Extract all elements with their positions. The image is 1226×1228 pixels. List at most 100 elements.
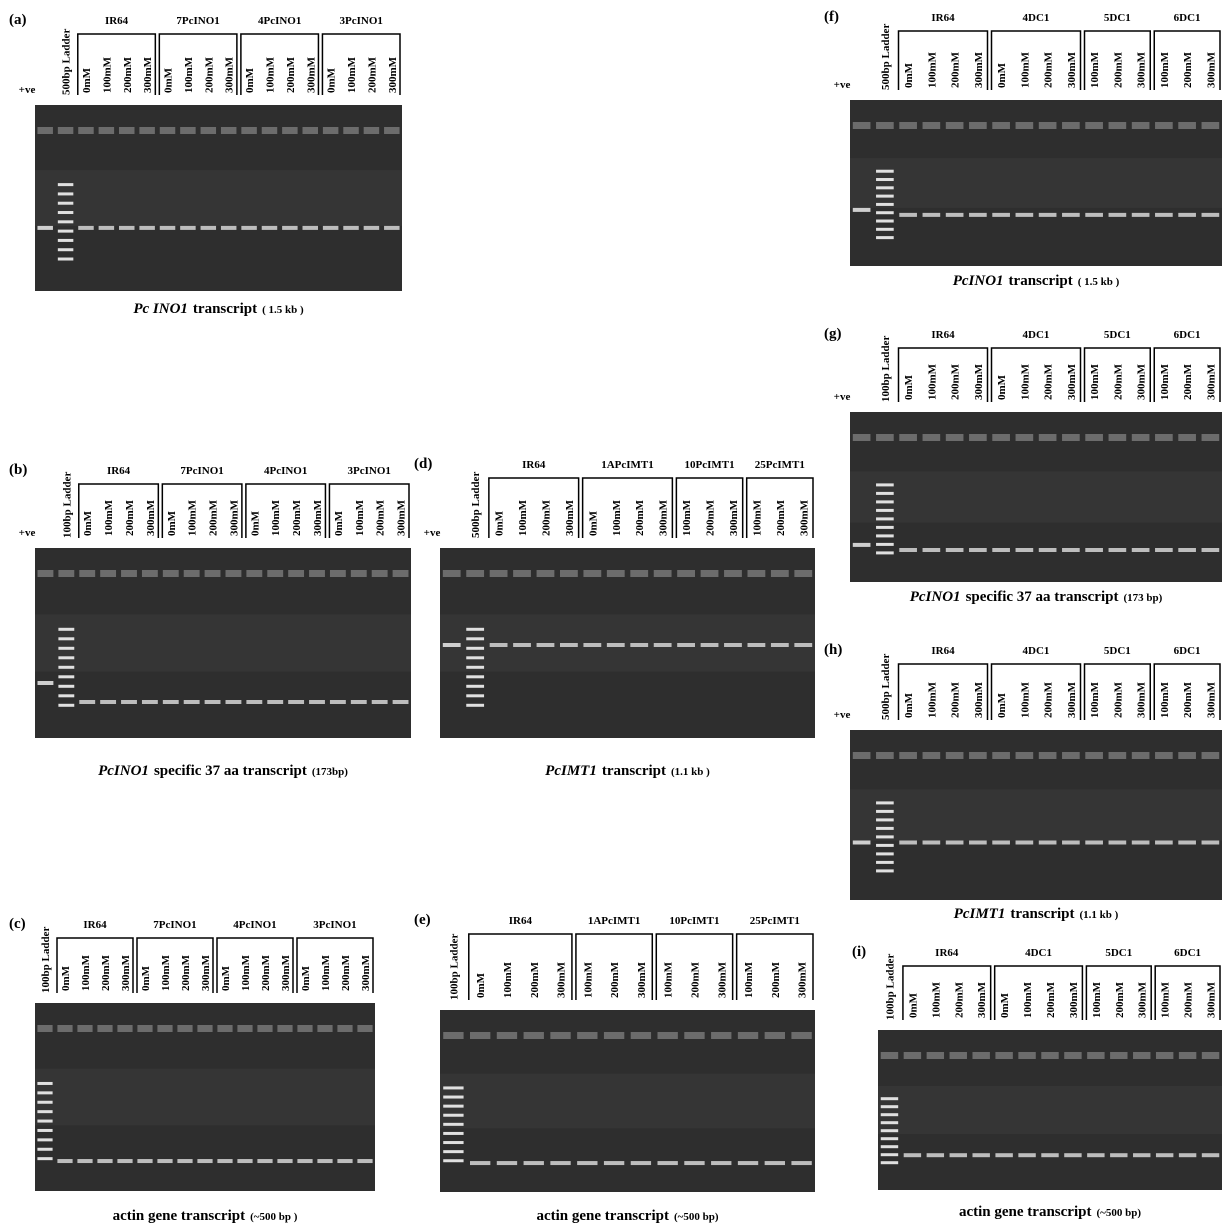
well <box>37 127 52 134</box>
well <box>1179 1052 1196 1059</box>
lane-label: 300mM <box>1205 363 1217 400</box>
band <box>738 1161 758 1165</box>
group-label: IR64 <box>935 947 959 959</box>
band <box>241 226 256 230</box>
group-label: 4DC1 <box>1023 329 1050 341</box>
band <box>351 700 367 704</box>
lane-label: 300mM <box>224 56 236 93</box>
group-label: 4PcINO1 <box>264 465 307 477</box>
well <box>37 1025 52 1032</box>
band <box>577 1161 597 1165</box>
ladder-band <box>443 1086 463 1089</box>
panel: (d)+ve500bp Ladder0mM100mM200mM300mMIR64… <box>414 456 815 779</box>
well <box>470 1032 490 1039</box>
caption-text: actin gene transcript <box>113 1208 245 1224</box>
group-label: IR64 <box>931 329 955 341</box>
well <box>904 1052 921 1059</box>
well <box>550 1032 570 1039</box>
band <box>257 1159 272 1163</box>
caption-size: (1.1 kb ) <box>1080 909 1119 921</box>
lane-label: 100mM <box>751 499 763 536</box>
well <box>163 570 179 577</box>
band <box>631 1161 651 1165</box>
lane-label: 0mM <box>903 374 915 400</box>
well <box>1178 122 1196 129</box>
lane-label: 200mM <box>291 499 303 536</box>
lane-label: 300mM <box>973 363 985 400</box>
band <box>262 226 277 230</box>
ladder-band <box>58 202 73 205</box>
ladder-band <box>881 1105 898 1108</box>
well <box>267 570 283 577</box>
lane-label: 100mM <box>1089 51 1101 88</box>
lane-label: 100mM <box>582 961 594 998</box>
lane-label: 300mM <box>564 499 576 536</box>
caption-text: actin gene transcript <box>959 1204 1091 1220</box>
well <box>1109 752 1127 759</box>
lane-label: 300mM <box>1137 981 1149 1018</box>
lane-label: 100mM <box>1159 363 1171 400</box>
band <box>701 643 719 647</box>
gel-shade <box>440 1074 815 1129</box>
band <box>205 700 221 704</box>
band <box>267 700 283 704</box>
ladder-band <box>58 694 74 697</box>
lane-label: 300mM <box>396 499 408 536</box>
band <box>364 226 379 230</box>
well <box>160 127 175 134</box>
well <box>277 1025 292 1032</box>
well <box>246 570 262 577</box>
band <box>1156 1153 1173 1157</box>
band <box>497 1161 517 1165</box>
well <box>443 570 461 577</box>
ladder-band <box>876 534 894 537</box>
well <box>177 1025 192 1032</box>
ladder-band <box>466 628 484 631</box>
well <box>443 1032 463 1039</box>
well <box>1155 752 1173 759</box>
lane-label: 300mM <box>387 56 399 93</box>
ladder-band <box>876 492 894 495</box>
band <box>97 1159 112 1163</box>
well <box>1132 752 1150 759</box>
well <box>99 127 114 134</box>
well <box>237 1025 252 1032</box>
lane-label: 300mM <box>1205 681 1217 718</box>
lane-label: 0mM <box>996 692 1008 718</box>
band <box>1064 1153 1081 1157</box>
ladder-band <box>443 1159 463 1162</box>
panel-letter: (c) <box>9 916 26 932</box>
well <box>309 570 325 577</box>
group-label: 10PcIMT1 <box>669 915 719 927</box>
well <box>384 127 399 134</box>
band <box>226 700 242 704</box>
band <box>927 1153 944 1157</box>
panel-letter: (i) <box>852 944 866 960</box>
well <box>1041 1052 1058 1059</box>
well <box>1087 1052 1104 1059</box>
ladder-band <box>876 195 894 198</box>
band <box>1039 213 1057 217</box>
band <box>946 213 964 217</box>
lane-label: 200mM <box>705 499 717 536</box>
lane-label: 0mM <box>587 510 599 536</box>
band <box>57 1159 72 1163</box>
band <box>470 1161 490 1165</box>
lane-label: 100mM <box>187 499 199 536</box>
ladder-label: 100bp Ladder <box>884 954 896 1020</box>
well <box>221 127 236 134</box>
lane-label: 0mM <box>220 965 232 991</box>
ladder-band <box>876 517 894 520</box>
band <box>121 700 137 704</box>
lane-label: 0mM <box>166 510 178 536</box>
ladder-band <box>876 236 894 239</box>
lane-label: 200mM <box>1112 51 1124 88</box>
ladder-band <box>881 1145 898 1148</box>
ladder-band <box>876 861 894 864</box>
caption-gene: Pc INO1 <box>133 301 188 317</box>
band <box>1179 1153 1196 1157</box>
band <box>992 548 1010 552</box>
well <box>1062 752 1080 759</box>
band <box>1062 213 1080 217</box>
lane-label: 100mM <box>926 681 938 718</box>
